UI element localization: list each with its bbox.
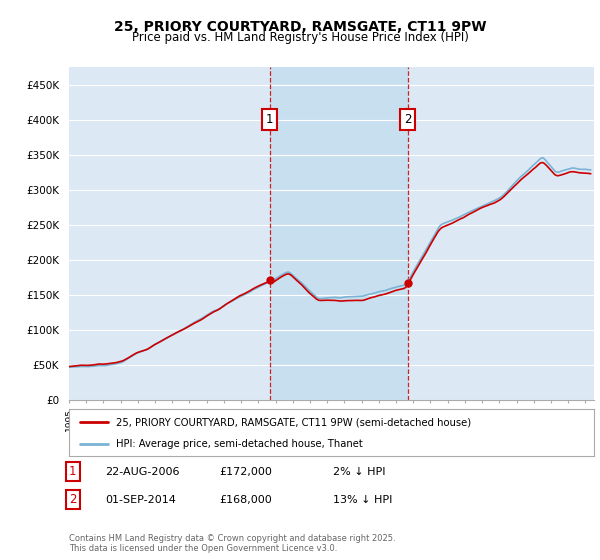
Text: HPI: Average price, semi-detached house, Thanet: HPI: Average price, semi-detached house,… bbox=[116, 438, 363, 449]
Text: 1: 1 bbox=[69, 465, 77, 478]
Text: 22-AUG-2006: 22-AUG-2006 bbox=[105, 466, 179, 477]
Text: 25, PRIORY COURTYARD, RAMSGATE, CT11 9PW (semi-detached house): 25, PRIORY COURTYARD, RAMSGATE, CT11 9PW… bbox=[116, 417, 472, 427]
Text: Contains HM Land Registry data © Crown copyright and database right 2025.
This d: Contains HM Land Registry data © Crown c… bbox=[69, 534, 395, 553]
Text: 2: 2 bbox=[69, 493, 77, 506]
Text: £168,000: £168,000 bbox=[219, 494, 272, 505]
Text: 1: 1 bbox=[266, 113, 273, 127]
Text: 25, PRIORY COURTYARD, RAMSGATE, CT11 9PW: 25, PRIORY COURTYARD, RAMSGATE, CT11 9PW bbox=[114, 20, 486, 34]
Text: £172,000: £172,000 bbox=[219, 466, 272, 477]
Text: Price paid vs. HM Land Registry's House Price Index (HPI): Price paid vs. HM Land Registry's House … bbox=[131, 31, 469, 44]
Text: 13% ↓ HPI: 13% ↓ HPI bbox=[333, 494, 392, 505]
Text: 01-SEP-2014: 01-SEP-2014 bbox=[105, 494, 176, 505]
Text: 2% ↓ HPI: 2% ↓ HPI bbox=[333, 466, 386, 477]
Bar bbox=[269, 67, 407, 400]
Text: 2: 2 bbox=[404, 113, 412, 127]
